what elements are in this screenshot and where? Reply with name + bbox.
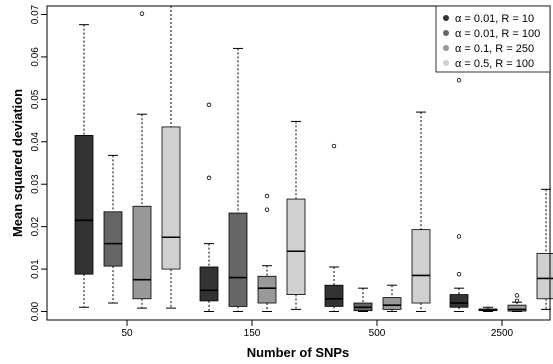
- outlier-point: [206, 102, 212, 108]
- outlier-point: [331, 143, 337, 149]
- outlier-point: [514, 293, 520, 298]
- box-500-series-2: [353, 287, 373, 313]
- box-body: [228, 212, 248, 307]
- plot-area: [74, 5, 553, 313]
- box-body: [132, 205, 152, 300]
- box-body: [536, 252, 553, 300]
- outlier-point: [139, 11, 145, 16]
- legend-label: α = 0.01, R = 10: [455, 13, 534, 25]
- x-tick-label: 150: [244, 328, 261, 339]
- plot-frame: [46, 5, 551, 321]
- y-tick-label: 0.02: [30, 216, 41, 236]
- box-50-series-1: [74, 24, 94, 308]
- outlier-point: [264, 193, 270, 199]
- y-tick-label: 0.01: [30, 259, 41, 279]
- box-150-series-4: [286, 120, 306, 310]
- y-tick-label: 0.04: [30, 132, 41, 152]
- legend-label: α = 0.5, R = 100: [455, 58, 534, 70]
- box-50-series-3: [132, 11, 152, 309]
- legend-box: [435, 5, 551, 73]
- y-tick-label: 0.00: [30, 301, 41, 321]
- box-body: [257, 275, 277, 304]
- box-body: [103, 211, 123, 267]
- x-axis: 50 150 500 2500: [121, 320, 514, 339]
- y-axis-title: Mean squared deviation: [10, 89, 25, 237]
- box-2500-series-1: [449, 78, 469, 313]
- outlier-point: [456, 271, 462, 277]
- box-body: [161, 126, 181, 270]
- box-body: [411, 229, 431, 304]
- box-500-series-4: [411, 111, 431, 313]
- box-150-series-3: [257, 193, 277, 313]
- box-2500-series-2: [478, 306, 498, 313]
- y-tick-label: 0.07: [30, 4, 41, 24]
- box-150-series-1: [199, 102, 219, 313]
- legend-label: α = 0.1, R = 250: [455, 43, 534, 55]
- y-tick-label: 0.05: [30, 89, 41, 109]
- outlier-point: [456, 78, 462, 83]
- box-body: [74, 135, 94, 275]
- outlier-point: [264, 207, 270, 212]
- x-tick-label: 50: [121, 328, 133, 339]
- legend-label: α = 0.01, R = 100: [455, 28, 540, 40]
- legend-marker: [443, 45, 449, 51]
- box-150-series-2: [228, 47, 248, 313]
- y-tick-label: 0.06: [30, 47, 41, 67]
- legend-marker: [443, 60, 449, 66]
- box-500-series-3: [382, 284, 402, 313]
- legend: α = 0.01, R = 10 α = 0.01, R = 100 α = 0.1…: [435, 5, 551, 73]
- x-axis-title: Number of SNPs: [247, 345, 350, 360]
- y-tick-label: 0.03: [30, 174, 41, 194]
- box-50-series-4: [161, 5, 181, 309]
- outlier-point: [514, 298, 520, 304]
- box-2500-series-3: [507, 293, 527, 313]
- box-body: [324, 284, 344, 307]
- legend-marker: [443, 30, 449, 36]
- box-body: [199, 266, 219, 302]
- box-50-series-2: [103, 154, 123, 304]
- outlier-point: [206, 175, 212, 181]
- box-body: [382, 297, 402, 310]
- box-500-series-1: [324, 143, 344, 313]
- x-tick-label: 500: [369, 328, 386, 339]
- outlier-point: [456, 234, 462, 239]
- box-body: [449, 294, 469, 308]
- box-body: [507, 304, 527, 312]
- legend-marker: [443, 15, 449, 21]
- x-tick-label: 2500: [491, 328, 514, 339]
- box-2500-series-4: [536, 188, 553, 310]
- box-body: [286, 198, 306, 295]
